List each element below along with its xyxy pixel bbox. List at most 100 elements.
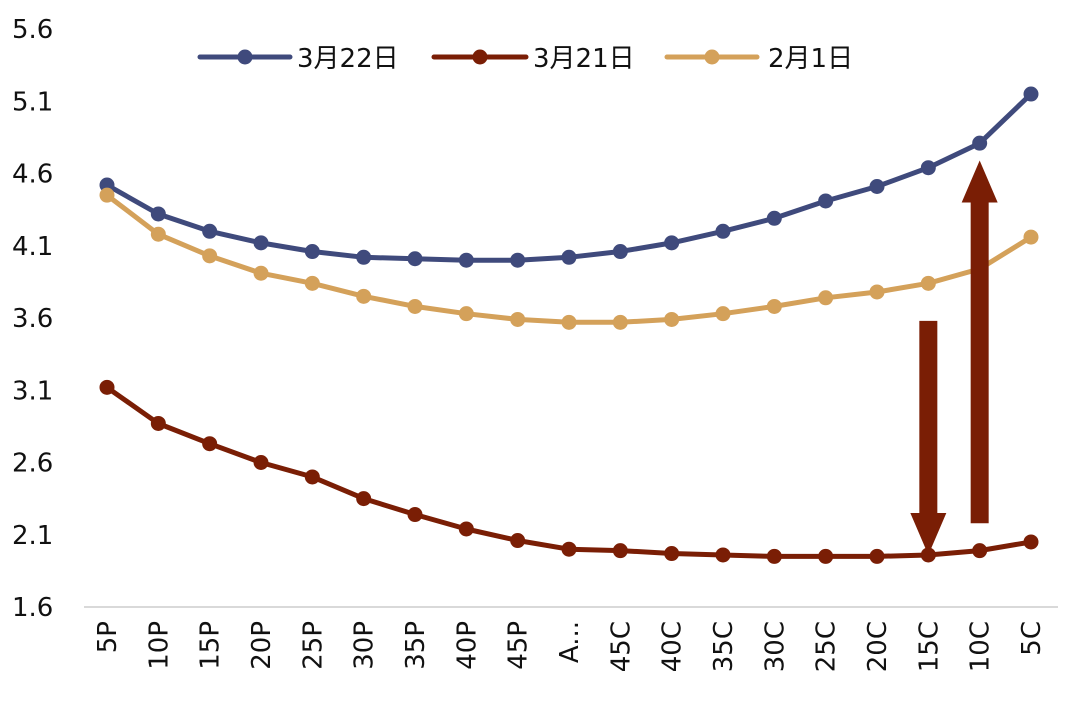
data-point: [407, 298, 423, 314]
data-point: [664, 235, 680, 251]
x-tick-label: 5P: [93, 621, 123, 653]
x-tick-label: 35C: [709, 621, 739, 672]
series-3: [99, 187, 1039, 330]
data-point: [869, 284, 885, 300]
series-lines: [99, 86, 1039, 564]
annotation-arrows: [910, 160, 998, 555]
data-point: [715, 306, 731, 322]
x-tick-label: A...: [555, 621, 585, 663]
data-point: [253, 455, 269, 470]
data-point: [458, 252, 474, 268]
data-point: [818, 290, 834, 306]
data-point: [766, 298, 782, 314]
data-point: [715, 223, 731, 239]
data-point: [612, 543, 628, 559]
data-point: [304, 469, 320, 485]
data-point: [356, 249, 372, 265]
data-point: [253, 235, 269, 251]
data-point: [510, 311, 526, 327]
data-point: [458, 521, 474, 537]
series-line: [104, 384, 1034, 559]
data-point: [202, 223, 218, 239]
data-point: [664, 546, 680, 562]
y-tick-label: 2.6: [12, 449, 53, 479]
data-point: [766, 210, 782, 226]
series-line: [104, 91, 1034, 263]
x-tick-label: 30P: [350, 621, 380, 670]
x-tick-label: 10P: [144, 621, 174, 670]
x-tick-label: 30C: [760, 621, 790, 672]
y-tick-label: 3.1: [12, 376, 53, 406]
data-point: [356, 288, 372, 304]
y-tick-label: 2.1: [12, 521, 53, 551]
data-point: [920, 275, 936, 291]
x-tick-label: 5C: [1017, 621, 1047, 656]
y-tick-label: 5.6: [12, 15, 53, 45]
x-tick-label: 25C: [812, 621, 842, 672]
legend-item: 3月21日: [431, 44, 635, 74]
data-point: [561, 541, 577, 557]
data-point: [664, 311, 680, 327]
y-axis: 1.6 2.1 2.6 3.1 3.6 4.1 4.6 5.1 5.6: [12, 15, 53, 623]
data-point: [99, 379, 115, 395]
y-tick-label: 4.1: [12, 232, 53, 262]
data-point: [458, 306, 474, 322]
data-point: [202, 436, 218, 452]
legend-label: 2月1日: [768, 44, 853, 74]
legend-label: 3月22日: [297, 44, 399, 74]
data-point: [869, 179, 885, 195]
data-point: [202, 248, 218, 264]
data-point: [510, 252, 526, 268]
data-point: [304, 244, 320, 260]
x-tick-label: 25P: [298, 621, 328, 670]
y-tick-label: 3.6: [12, 304, 53, 334]
data-point: [715, 547, 731, 563]
data-point: [972, 543, 988, 559]
data-point: [561, 249, 577, 265]
data-point: [150, 415, 166, 431]
data-point: [407, 251, 423, 267]
data-point: [1023, 229, 1039, 245]
data-point: [818, 548, 834, 564]
x-axis: 5P 10P 15P 20P 25P 30P 35P 40P 45P A... 45C 40C 35C 3…: [84, 606, 1058, 672]
x-tick-label: 10C: [966, 621, 996, 672]
legend-swatch-marker: [704, 49, 720, 65]
legend-swatch-marker: [472, 49, 488, 65]
x-tick-label: 15P: [196, 621, 226, 670]
x-tick-label: 20C: [863, 621, 893, 672]
x-tick-label: 40P: [452, 621, 482, 670]
data-point: [612, 314, 628, 330]
data-point: [150, 206, 166, 222]
data-point: [99, 187, 115, 203]
arrow-down-icon: [910, 320, 947, 555]
data-point: [253, 265, 269, 281]
legend-item: 2月1日: [664, 44, 853, 74]
data-point: [1023, 534, 1039, 550]
legend-item: 3月22日: [197, 44, 399, 74]
data-point: [972, 135, 988, 151]
x-tick-label: 40C: [658, 621, 688, 672]
legend-label: 3月21日: [533, 44, 635, 74]
x-tick-label: 20P: [247, 621, 277, 670]
y-tick-label: 1.6: [12, 593, 53, 623]
data-point: [766, 548, 782, 564]
x-tick-label: 35P: [401, 621, 431, 670]
data-point: [1023, 86, 1039, 102]
data-point: [510, 533, 526, 549]
data-point: [561, 314, 577, 330]
series-1: [99, 86, 1039, 268]
legend: 3月22日 3月21日 2月1日: [197, 44, 853, 74]
data-point: [869, 548, 885, 564]
data-point: [612, 244, 628, 260]
arrow-up-icon: [961, 160, 998, 524]
y-tick-label: 5.1: [12, 87, 53, 117]
x-tick-label: 45C: [606, 621, 636, 672]
data-point: [920, 160, 936, 176]
y-tick-label: 4.6: [12, 160, 53, 190]
x-tick-label: 45P: [504, 621, 534, 670]
data-point: [407, 507, 423, 523]
data-point: [356, 491, 372, 507]
series-2: [99, 379, 1039, 564]
